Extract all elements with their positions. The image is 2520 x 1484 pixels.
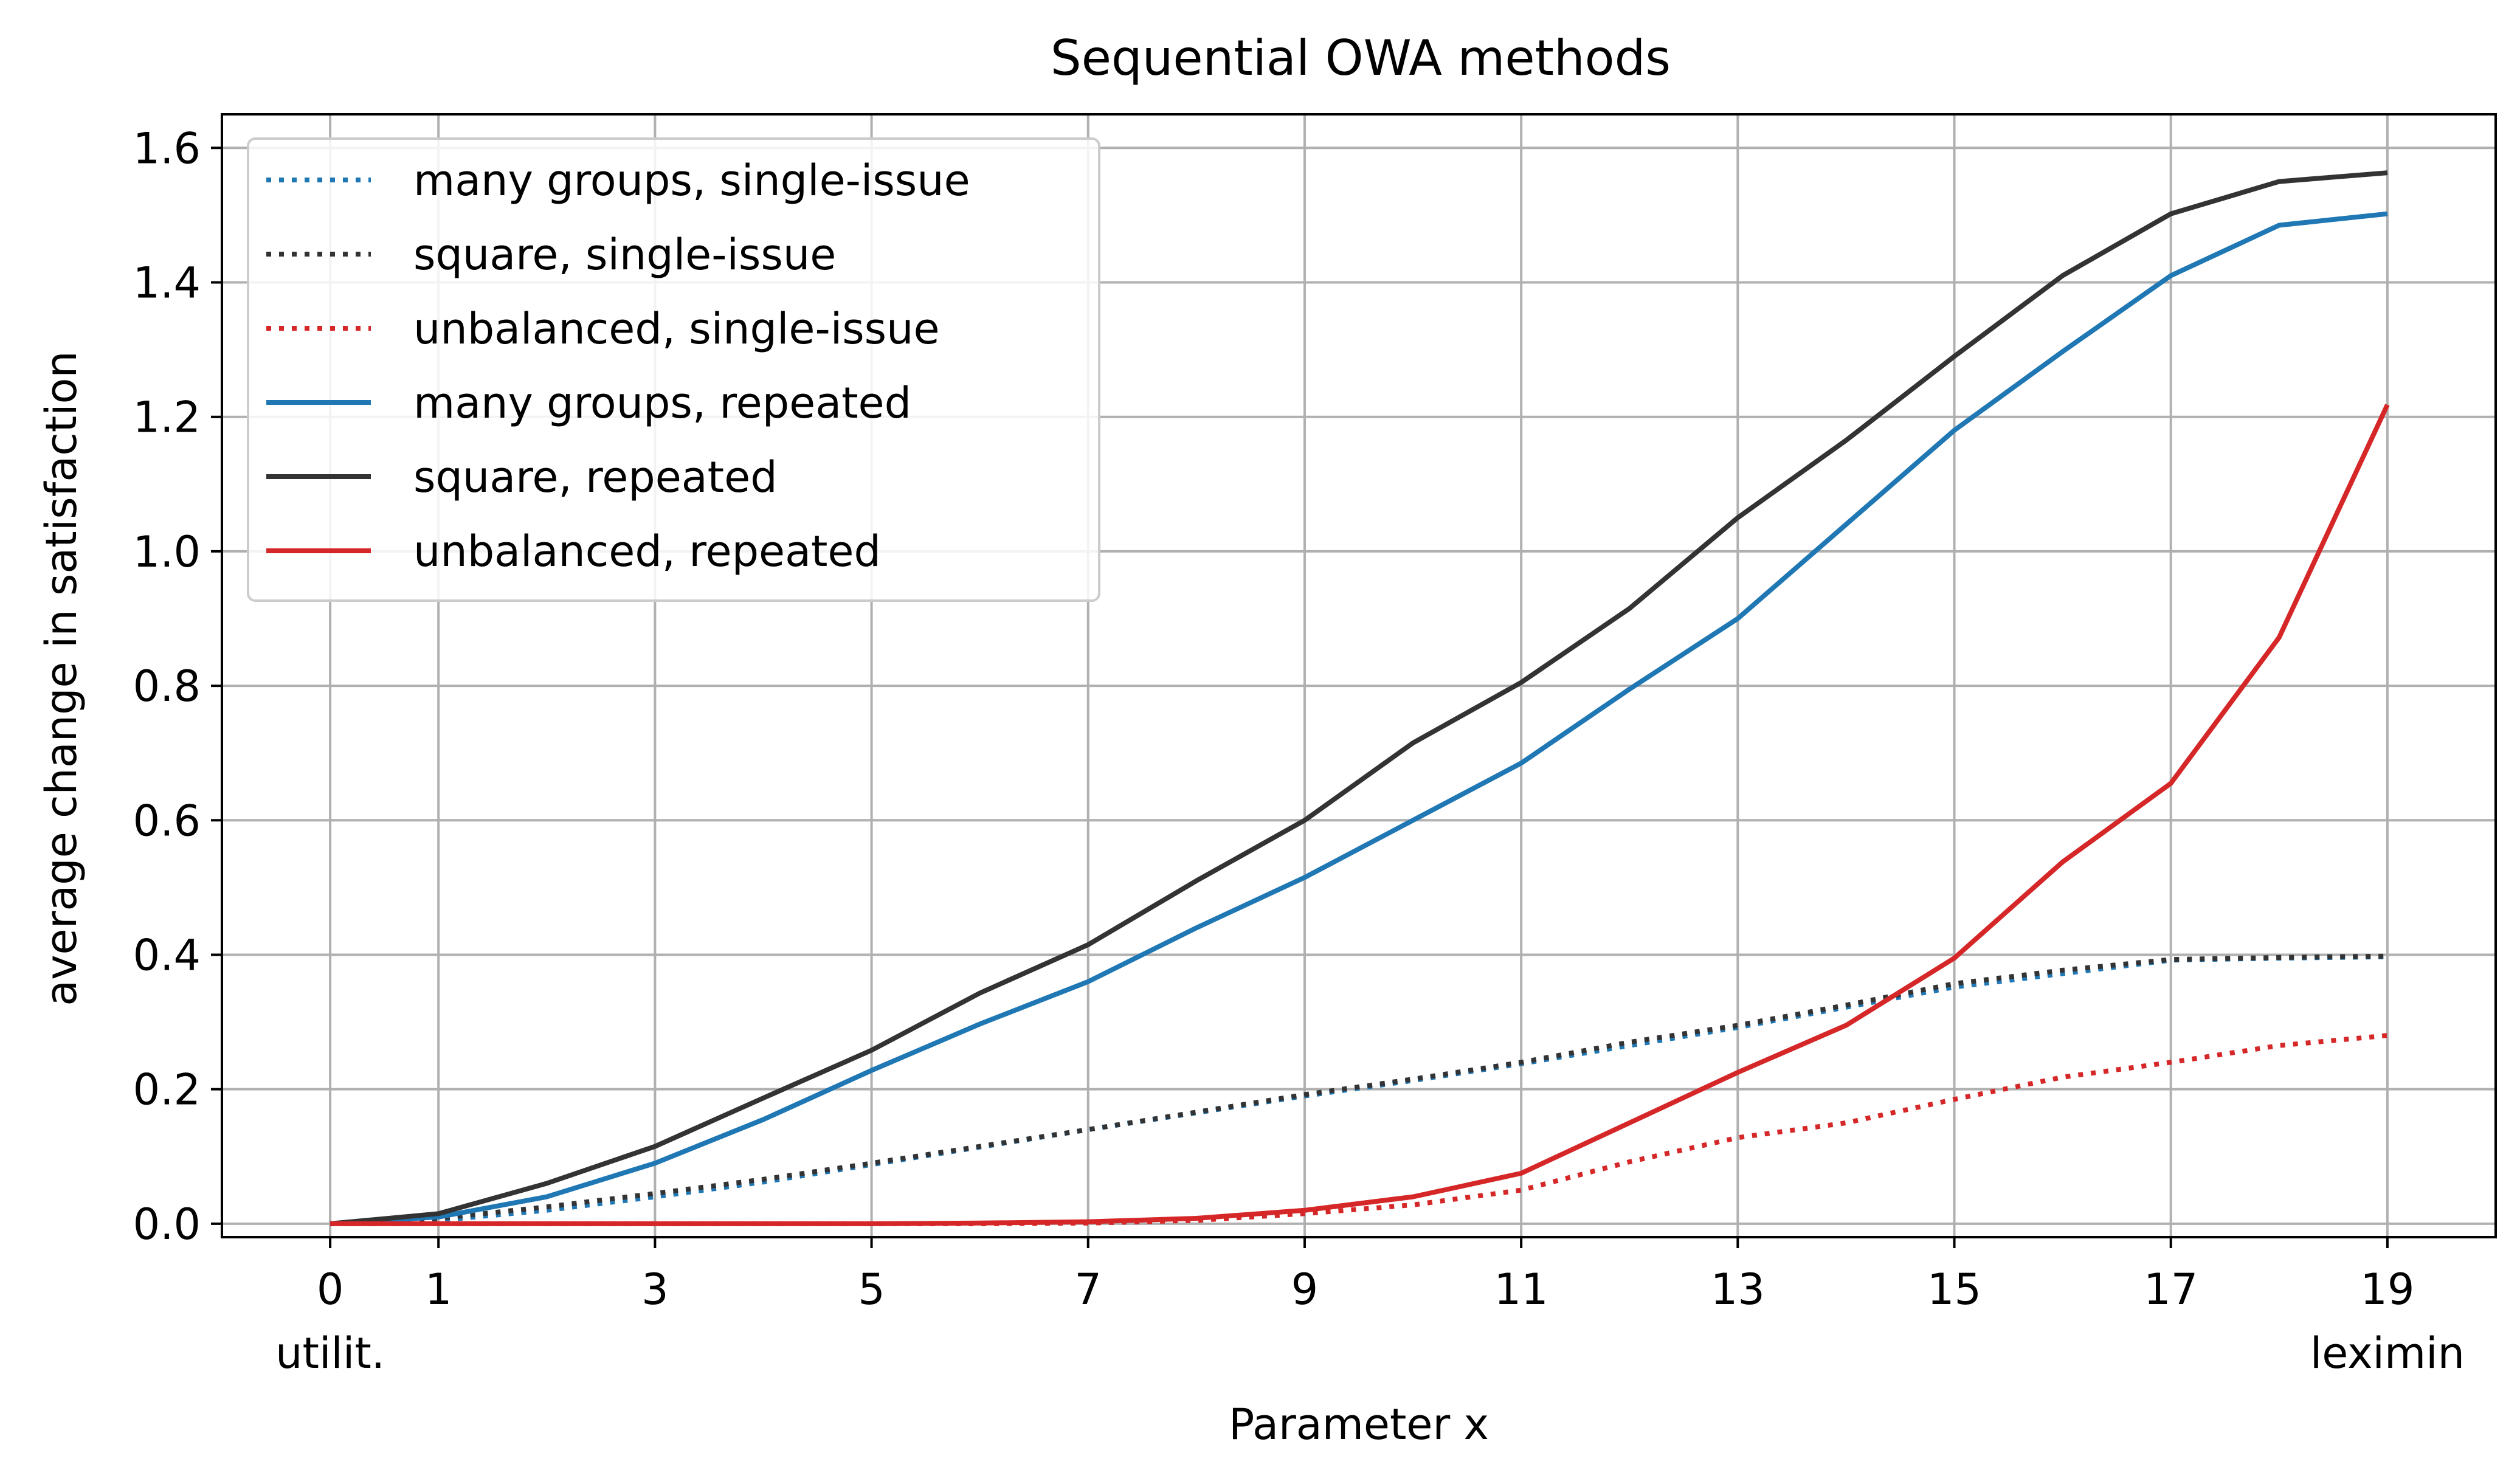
series-line-2 xyxy=(330,953,2387,1226)
legend-box xyxy=(247,137,1100,602)
x-tick-label: 11 xyxy=(1494,1265,1548,1314)
legend-label: unbalanced, single-issue xyxy=(413,304,940,354)
x-tick-label: 0 xyxy=(317,1265,344,1314)
y-tick-label: 1.6 xyxy=(133,123,201,173)
y-tick-label: 0.6 xyxy=(133,796,201,846)
legend-label: many groups, repeated xyxy=(413,378,911,428)
series-line-3 xyxy=(330,1033,2388,1226)
x-tick-label: 17 xyxy=(2144,1265,2198,1314)
plot-frame xyxy=(221,113,2497,1238)
y-tick-label: 0.4 xyxy=(133,930,201,980)
series-line-4 xyxy=(330,211,2388,1226)
x-tick-label: 5 xyxy=(858,1265,885,1314)
x-tick-label: 19 xyxy=(2360,1265,2414,1314)
y-tick-label: 1.4 xyxy=(133,258,201,308)
y-tick-label: 0.8 xyxy=(133,661,201,711)
x-tick-label: 13 xyxy=(1711,1265,1765,1314)
chart-title: Sequential OWA methods xyxy=(1051,30,1671,86)
legend-label: unbalanced, repeated xyxy=(413,526,881,576)
series-line-6 xyxy=(330,404,2390,1226)
legend-label: many groups, single-issue xyxy=(413,156,970,205)
y-tick-label: 1.0 xyxy=(133,527,201,577)
legend-label: square, repeated xyxy=(413,452,778,502)
x-tick-label: 9 xyxy=(1291,1265,1319,1314)
y-axis-label: average change in satisfaction xyxy=(36,351,86,1006)
y-tick-label: 0.2 xyxy=(133,1065,201,1115)
series-lines xyxy=(330,170,2390,1226)
x-tick-label: 3 xyxy=(641,1265,669,1314)
series-line-5 xyxy=(330,170,2388,1226)
legend-label: square, single-issue xyxy=(413,230,836,280)
x-tick-sublabel: utilit. xyxy=(275,1328,385,1378)
legend: many groups, single-issue square, single-… xyxy=(247,137,1100,602)
x-tick-label: 15 xyxy=(1927,1265,1981,1314)
x-tick-sublabel: leximin xyxy=(2310,1328,2465,1378)
y-tick-label: 1.2 xyxy=(133,393,201,443)
x-tick-label: 7 xyxy=(1074,1265,1102,1314)
y-tick-label: 0.0 xyxy=(133,1199,201,1249)
x-axis-label: Parameter x xyxy=(1229,1399,1489,1449)
x-tick-label: 1 xyxy=(425,1265,452,1314)
